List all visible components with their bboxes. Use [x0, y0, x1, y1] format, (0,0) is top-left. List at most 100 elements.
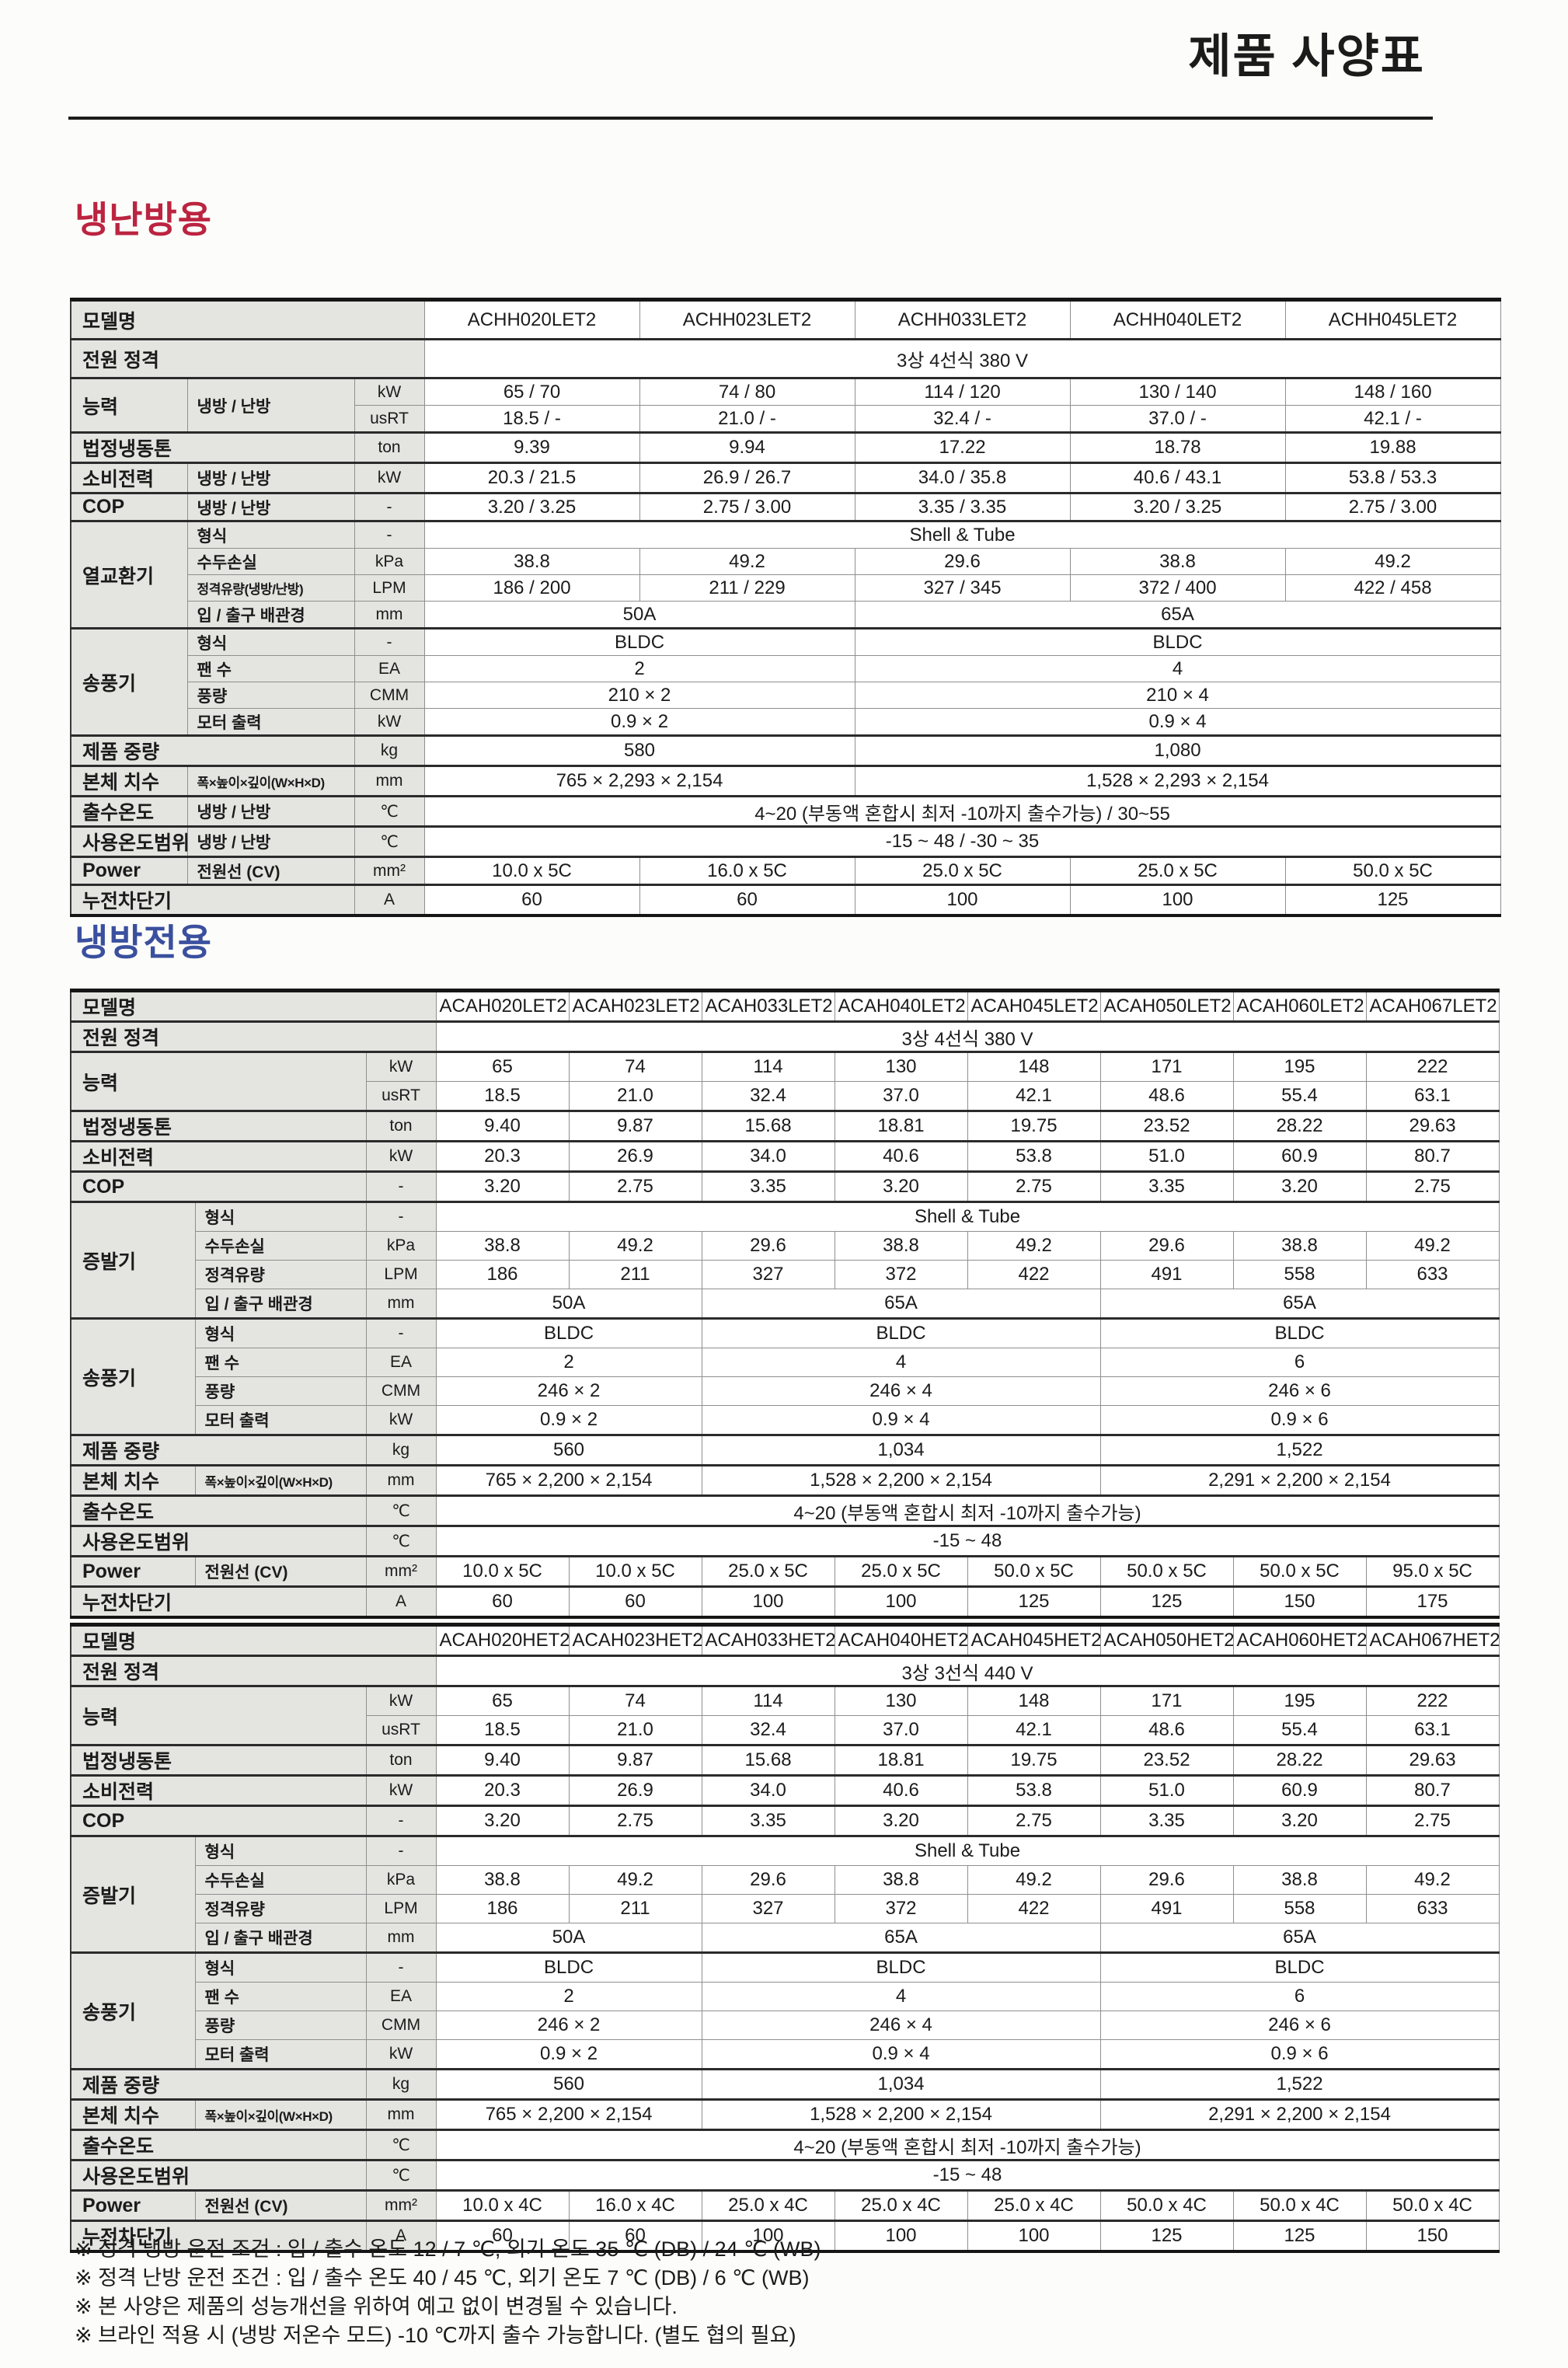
value-cell: 1,522 [1099, 2068, 1500, 2100]
value-cell: 2.75 [1365, 1170, 1500, 1202]
value-cell: 23.52 [1099, 1744, 1234, 1776]
row-sublabel: 입 / 출구 배관경 [194, 1923, 367, 1953]
value-cell: 246 × 6 [1099, 2011, 1500, 2040]
row-sublabel: 수두손실 [186, 548, 355, 575]
value-cell: 2.75 [568, 1170, 702, 1202]
table-row: 수두손실 kPa 38.8 49.2 29.6 38.8 49.2 29.6 38.8 49.2 [71, 1865, 1500, 1895]
unit-cell: usRT [365, 1715, 437, 1745]
row-label: 제품 중량 [70, 2068, 367, 2100]
row-label: 모델명 [70, 1623, 437, 1656]
row-sublabel: 전원선 (CV) [194, 2189, 367, 2221]
value-cell: 49.2 [568, 1865, 702, 1895]
value-cell: 15.68 [701, 1110, 835, 1142]
row-label: 출수온도 [70, 1494, 367, 1526]
value-cell: 2 [423, 655, 855, 682]
row-label: 누전차단기 [70, 2220, 367, 2252]
title-divider [68, 117, 1433, 120]
value-cell: BLDC [423, 627, 855, 656]
page-title: 제품 사양표 [1188, 30, 1425, 82]
value-cell: 10.0 x 5C [435, 1555, 570, 1587]
value-cell: 50.0 x 5C [967, 1555, 1101, 1587]
table-row: 모델명 ACAH020LET2 ACAH023LET2 ACAH033LET2 ACAH… [70, 989, 1500, 1022]
value-cell: 50.0 x 5C [1284, 856, 1501, 885]
value-cell: 38.8 [834, 1231, 968, 1261]
row-sublabel: 냉방 / 난방 [186, 825, 355, 857]
value-cell: 48.6 [1099, 1081, 1234, 1111]
value-cell: 16.0 x 4C [568, 2189, 702, 2221]
value-cell: 63.1 [1365, 1715, 1500, 1745]
footnote: ※ 정격 난방 운전 조건 : 입 / 출수 온도 40 / 45 ℃, 외기 … [75, 2266, 810, 2290]
value-cell: 186 / 200 [423, 574, 640, 602]
row-label: 증발기 [70, 1835, 196, 1953]
value-cell: 3.20 [1232, 1805, 1367, 1836]
row-sublabel: 형식 [194, 1317, 367, 1348]
value-cell: 100 [834, 2220, 968, 2252]
unit-cell: - [354, 492, 425, 521]
value-cell: 21.0 [568, 1081, 702, 1111]
value-cell: 491 [1099, 1894, 1234, 1923]
value-cell: 29.63 [1365, 1110, 1500, 1142]
model-name-cell: ACHH045LET2 [1284, 298, 1501, 340]
model-name-cell: ACAH045LET2 [967, 989, 1101, 1022]
value-cell: Shell & Tube [435, 1835, 1500, 1866]
value-cell: 50.0 x 5C [1232, 1555, 1367, 1587]
value-cell: 38.8 [1232, 1231, 1367, 1261]
table-row: 전원 정격 3상 4선식 380 V [70, 338, 1501, 378]
value-cell: 422 [967, 1260, 1101, 1289]
value-cell: 100 [701, 2220, 835, 2252]
value-cell: 114 [701, 1685, 835, 1716]
value-cell: 10.0 x 5C [423, 856, 640, 885]
value-cell: 372 [834, 1260, 968, 1289]
value-cell: 42.1 [967, 1715, 1101, 1745]
model-name-cell: ACAH023LET2 [568, 989, 702, 1022]
table-row: 팬 수 EA 2 4 [71, 655, 1501, 682]
value-cell: 100 [701, 1585, 835, 1618]
unit-cell: kW [365, 1140, 437, 1172]
value-cell: 37.0 [834, 1715, 968, 1745]
value-cell: -15 ~ 48 [435, 1525, 1500, 1557]
value-cell: 29.6 [854, 548, 1071, 575]
table-row: 누전차단기 A 60 60 100 100 125 125 150 175 [70, 1585, 1500, 1618]
value-cell: 49.2 [967, 1231, 1101, 1261]
value-cell: 65A [1099, 1289, 1500, 1319]
model-name-cell: ACAH067LET2 [1365, 989, 1500, 1022]
value-cell: 25.0 x 5C [1069, 856, 1286, 885]
table-row: 제품 중량 kg 560 1,034 1,522 [70, 2068, 1500, 2100]
table-row: 제품 중량 kg 560 1,034 1,522 [70, 1434, 1500, 1466]
table-row: 입 / 출구 배관경 mm 50A 65A 65A [71, 1289, 1500, 1319]
value-cell: 125 [1232, 2220, 1367, 2252]
value-cell: BLDC [435, 1317, 702, 1348]
table-row: 수두손실 kPa 38.8 49.2 29.6 38.8 49.2 29.6 38.8 49.2 [71, 1231, 1500, 1261]
row-label: 출수온도 [70, 2129, 367, 2160]
value-cell: 49.2 [1365, 1231, 1500, 1261]
value-cell: BLDC [435, 1951, 702, 1983]
model-name-cell: ACHH033LET2 [854, 298, 1071, 340]
value-cell: 38.8 [435, 1231, 570, 1261]
value-cell: 60 [435, 1585, 570, 1618]
value-cell: 55.4 [1232, 1081, 1367, 1111]
unit-cell: kW [354, 708, 425, 736]
value-cell: 25.0 x 5C [854, 856, 1071, 885]
row-label: 송풍기 [70, 627, 188, 736]
value-cell: 765 × 2,200 × 2,154 [435, 2098, 702, 2130]
table-row: COP -3.20 2.75 3.35 3.20 2.75 3.35 3.20 2.75 [70, 1805, 1500, 1836]
model-name-cell: ACAH050LET2 [1099, 989, 1234, 1022]
section-title-heating-cooling: 냉난방용 [75, 199, 212, 240]
value-cell: 633 [1365, 1894, 1500, 1923]
row-label: COP [70, 492, 188, 521]
value-cell: 26.9 [568, 1140, 702, 1172]
row-label: 전원 정격 [70, 1020, 437, 1052]
value-cell: 60 [568, 2220, 702, 2252]
value-cell: 765 × 2,293 × 2,154 [423, 765, 855, 797]
row-label: 사용온도범위 [70, 2159, 367, 2191]
value-cell: 29.63 [1365, 1744, 1500, 1776]
unit-cell: kg [354, 734, 425, 766]
unit-cell: - [365, 1201, 437, 1232]
value-cell: 150 [1232, 1585, 1367, 1618]
value-cell: 34.0 [701, 1140, 835, 1172]
table-row: 송풍기 형식 - BLDC BLDC BLDC [70, 1317, 1500, 1435]
table-row: 법정냉동톤 ton 9.39 9.94 17.22 18.78 19.88 [70, 431, 1501, 463]
value-cell: 3.20 [834, 1170, 968, 1202]
row-sublabel: 형식 [186, 520, 355, 549]
